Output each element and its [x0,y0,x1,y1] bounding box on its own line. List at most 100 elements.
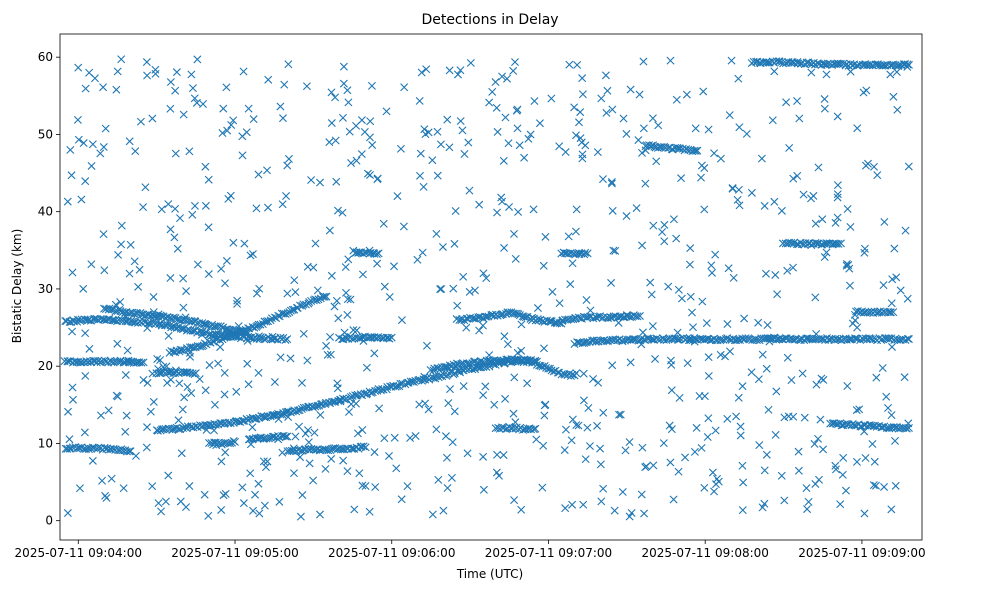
detection-point [77,195,86,204]
detection-point [466,58,475,67]
detection-point [397,316,406,325]
detection-point [339,62,348,71]
x-tick-label: 2025-07-11 09:09:00 [798,546,925,560]
detection-point [708,468,717,477]
detection-point [63,509,72,518]
detection-point [755,441,764,450]
detection-point [64,407,73,416]
detection-point [802,484,811,493]
detection-point [130,257,139,266]
detection-point [618,487,627,496]
detection-point [148,482,157,491]
detection-point [459,382,468,391]
detection-point [574,421,583,430]
detection-point [770,197,779,206]
detection-point [214,359,223,368]
detection-point [740,314,749,323]
detection-point [677,174,686,183]
detection-point [99,83,108,92]
detection-point [666,56,675,65]
detection-point [283,289,292,298]
y-axis-label: Bistatic Delay (km) [10,229,24,344]
detection-point [238,483,247,492]
detection-point [104,406,113,415]
detection-point [571,227,580,236]
detection-point [399,222,408,231]
track-detection-point [283,335,292,344]
detection-point [846,67,855,76]
detection-point [547,94,556,103]
detection-point [615,410,624,419]
detection-point [74,63,83,72]
detection-point [385,292,394,301]
detection-point [218,129,227,138]
detection-point [607,179,616,188]
track-detection-point [244,324,253,333]
detection-point [619,114,628,123]
detection-point [112,85,121,94]
detection-point [578,154,587,163]
detection-point [610,506,619,515]
detection-point [573,60,582,69]
detection-point [67,171,76,180]
y-tick-label: 60 [38,50,53,64]
detection-point [763,321,772,330]
detection-point [599,175,607,184]
detection-point [622,212,631,221]
detection-point [200,490,209,499]
detection-point [500,243,509,252]
track-detection-point [618,337,627,346]
track-detection-point [439,370,448,379]
detection-point [421,130,430,139]
track-detection-point [226,439,235,448]
detection-point [327,119,336,128]
detection-point [121,427,130,436]
detection-point [143,423,152,432]
detection-point [460,150,469,158]
detection-point [509,66,518,75]
detection-point [888,342,896,351]
track-detection-point [841,420,849,429]
detection-point [199,100,208,108]
detection-point [347,158,356,167]
detection-point [716,154,725,163]
detection-point [375,404,384,413]
detection-point [651,354,660,363]
detection-point [238,151,247,160]
track-detection-point [529,357,538,366]
detection-point [517,320,526,329]
detection-point [164,331,173,340]
detection-point [240,239,249,248]
track-detection-point [188,369,197,378]
detection-point [568,500,577,509]
detection-point [333,206,342,215]
detection-point [869,481,878,490]
detection-point [681,453,690,462]
detection-point [113,67,122,76]
detection-point [903,294,912,303]
detection-point [252,289,261,298]
detection-point [139,375,148,384]
detection-point [491,78,500,87]
track-detection-point [561,249,570,258]
detection-point [279,114,287,123]
detection-point [859,88,868,97]
detection-point [811,293,820,302]
detection-point [434,475,443,484]
detection-point [892,68,901,77]
detection-point [438,242,447,251]
track-detection-point [312,296,321,305]
detection-point [485,98,494,107]
detection-point [79,284,88,293]
detection-point [871,481,880,490]
detection-point [664,282,673,291]
detection-point [444,399,453,408]
detection-point [180,393,189,402]
detection-point [578,74,587,83]
detection-point [153,354,162,363]
detection-point [358,426,367,434]
track-detection-point [807,241,816,250]
track-detection-point [118,308,127,316]
detection-point [700,205,709,214]
detection-point [117,221,126,230]
